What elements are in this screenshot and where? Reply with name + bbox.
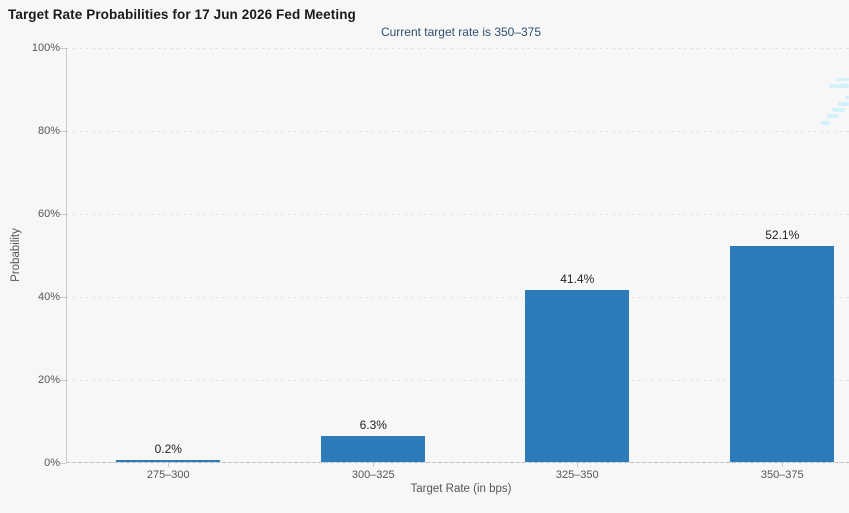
x-axis-line [66,462,849,463]
probability-bar-325-350[interactable] [525,290,629,462]
probability-bar-350-375[interactable] [730,246,834,462]
bar-value-label: 6.3% [359,418,387,432]
y-axis-tick [60,214,66,215]
x-axis-tick [168,463,169,467]
bar-value-label: 41.4% [560,272,595,286]
y-tick-label: 60% [37,208,60,220]
chart-title: Target Rate Probabilities for 17 Jun 202… [8,7,356,22]
y-tick-label: 20% [37,374,60,386]
y-gridline [67,131,849,132]
y-axis-tick [60,48,66,49]
y-gridline [67,297,849,298]
y-gridline [67,48,849,49]
chart-subtitle: Current target rate is 350–375 [380,25,542,39]
probability-bar-300-325[interactable] [321,436,425,462]
y-tick-label: 40% [37,291,60,303]
x-category-label: 350–375 [760,469,804,481]
bar-value-label: 0.2% [154,442,182,456]
y-gridline [67,380,849,381]
y-tick-label: 100% [31,42,60,54]
y-axis-tick [60,380,66,381]
plot-area: 0% 20% 40% 60% 80% 100% 0.2% 275–300 6.3% 300–325… [32,42,849,481]
x-category-label: 325–350 [555,469,599,481]
y-tick-label: 0% [44,457,60,469]
y-axis-tick [60,297,66,298]
x-category-label: 300–325 [351,469,395,481]
y-gridline [67,214,849,215]
probability-bar-275-300[interactable] [116,460,220,462]
bar-value-label: 52.1% [765,228,800,242]
x-axis-tick [373,463,374,467]
x-axis-tick [782,463,783,467]
x-category-label: 275–300 [146,469,190,481]
y-axis-line [66,48,67,463]
y-axis-tick [60,131,66,132]
y-axis-title: Probability [10,228,22,282]
x-axis-tick [577,463,578,467]
x-axis-title: Target Rate (in bps) [410,483,512,495]
y-axis-tick [60,463,66,464]
y-tick-label: 80% [37,125,60,137]
